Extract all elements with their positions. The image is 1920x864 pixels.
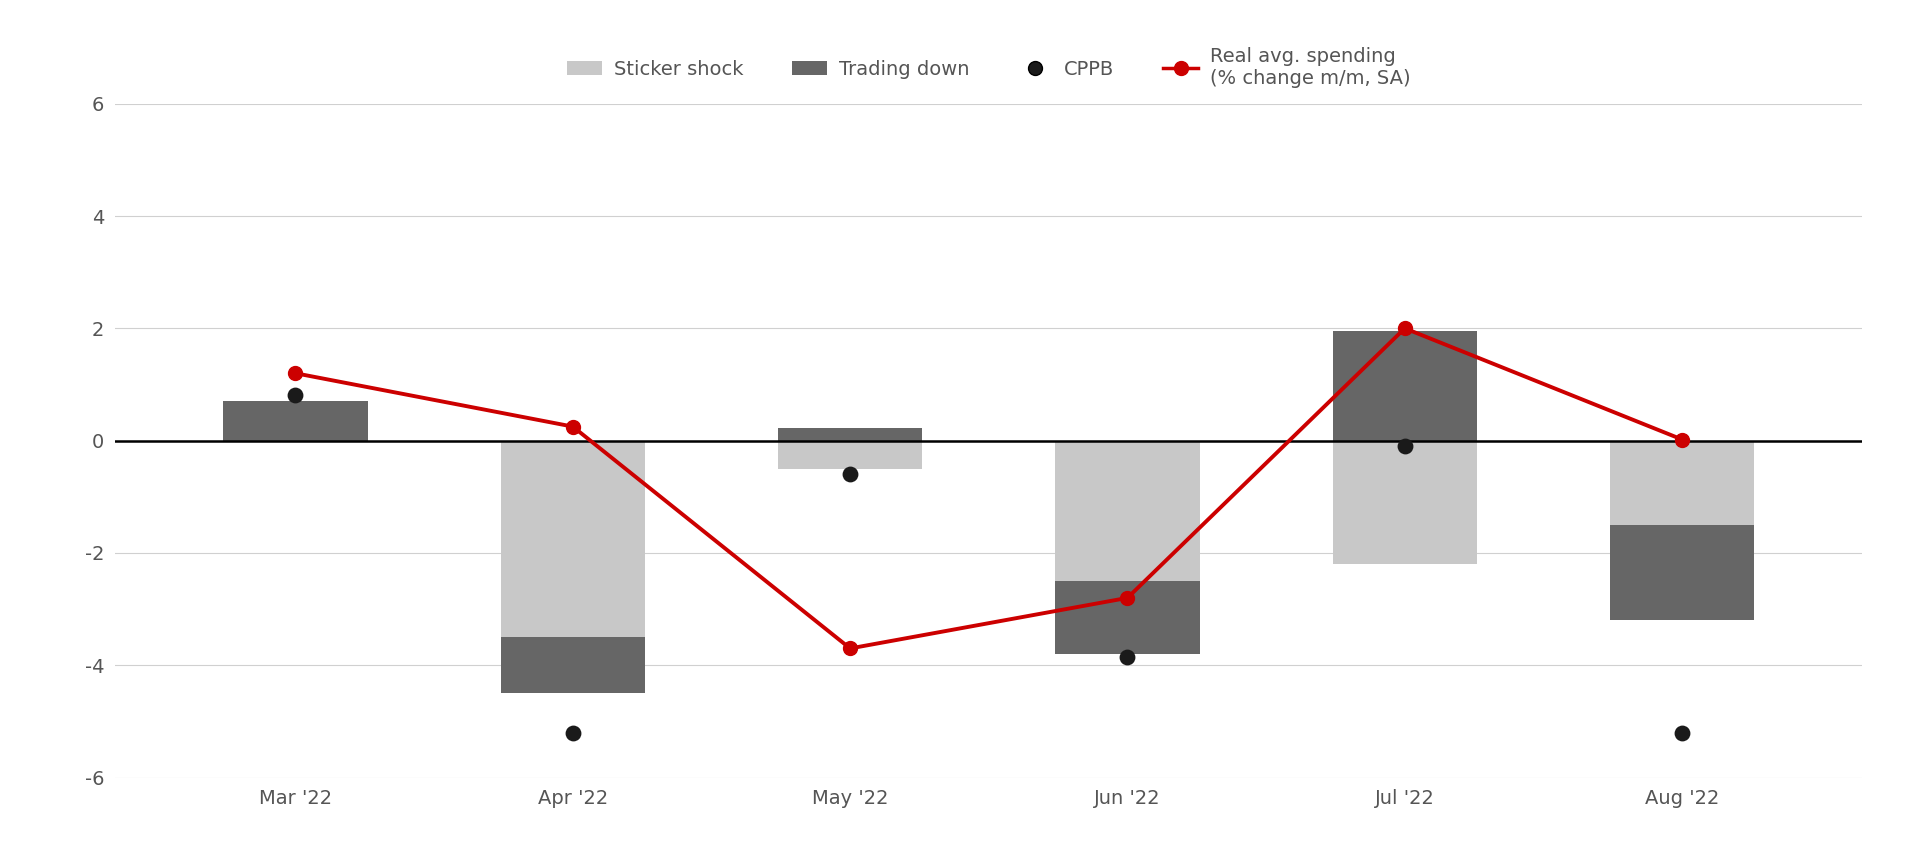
Bar [1611,525,1755,620]
Bar [501,638,645,693]
Bar [223,401,367,441]
Legend: Sticker shock, Trading down, CPPB, Real avg. spending
(% change m/m, SA): Sticker shock, Trading down, CPPB, Real … [559,39,1419,96]
Point [835,467,866,481]
Point [1667,726,1697,740]
Bar [501,441,645,638]
Bar [1332,331,1476,441]
Bar [778,441,922,468]
Bar [778,429,922,441]
Bar [1332,441,1476,564]
Bar [1056,581,1200,654]
Point [280,388,311,402]
Bar [1611,441,1755,525]
Point [1390,439,1421,453]
Bar [223,401,367,441]
Point [1112,650,1142,664]
Bar [1056,441,1200,654]
Point [557,726,588,740]
